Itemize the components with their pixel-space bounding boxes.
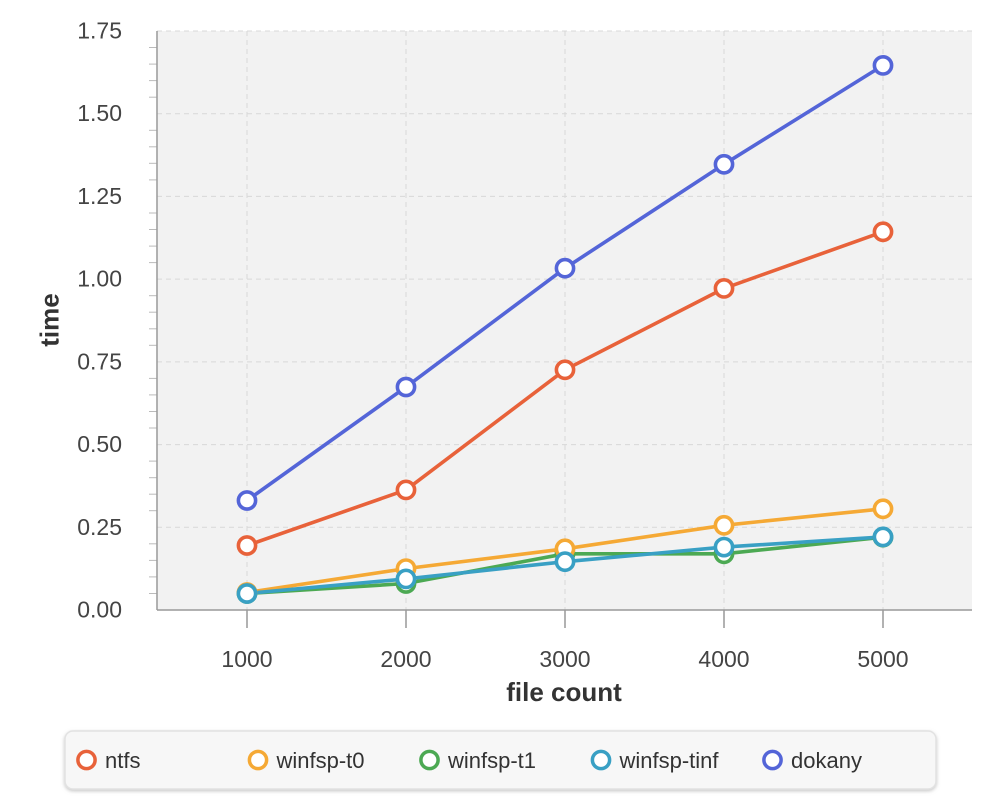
svg-text:file count: file count — [506, 677, 622, 707]
svg-text:winfsp-tinf: winfsp-tinf — [619, 748, 720, 773]
svg-text:ntfs: ntfs — [105, 748, 140, 773]
svg-text:1.00: 1.00 — [77, 266, 122, 292]
svg-text:winfsp-t1: winfsp-t1 — [447, 748, 536, 773]
svg-text:0.00: 0.00 — [77, 597, 122, 623]
svg-text:1000: 1000 — [221, 646, 272, 672]
svg-text:2000: 2000 — [380, 646, 431, 672]
svg-text:1.50: 1.50 — [77, 100, 122, 126]
svg-text:1.75: 1.75 — [77, 18, 122, 44]
svg-text:1.25: 1.25 — [77, 183, 122, 209]
svg-text:time: time — [35, 293, 65, 346]
svg-text:5000: 5000 — [857, 646, 908, 672]
svg-text:0.25: 0.25 — [77, 514, 122, 540]
svg-text:0.50: 0.50 — [77, 431, 122, 457]
svg-text:dokany: dokany — [791, 748, 862, 773]
svg-text:0.75: 0.75 — [77, 348, 122, 374]
svg-text:winfsp-t0: winfsp-t0 — [276, 748, 365, 773]
svg-text:3000: 3000 — [539, 646, 590, 672]
svg-text:4000: 4000 — [698, 646, 749, 672]
